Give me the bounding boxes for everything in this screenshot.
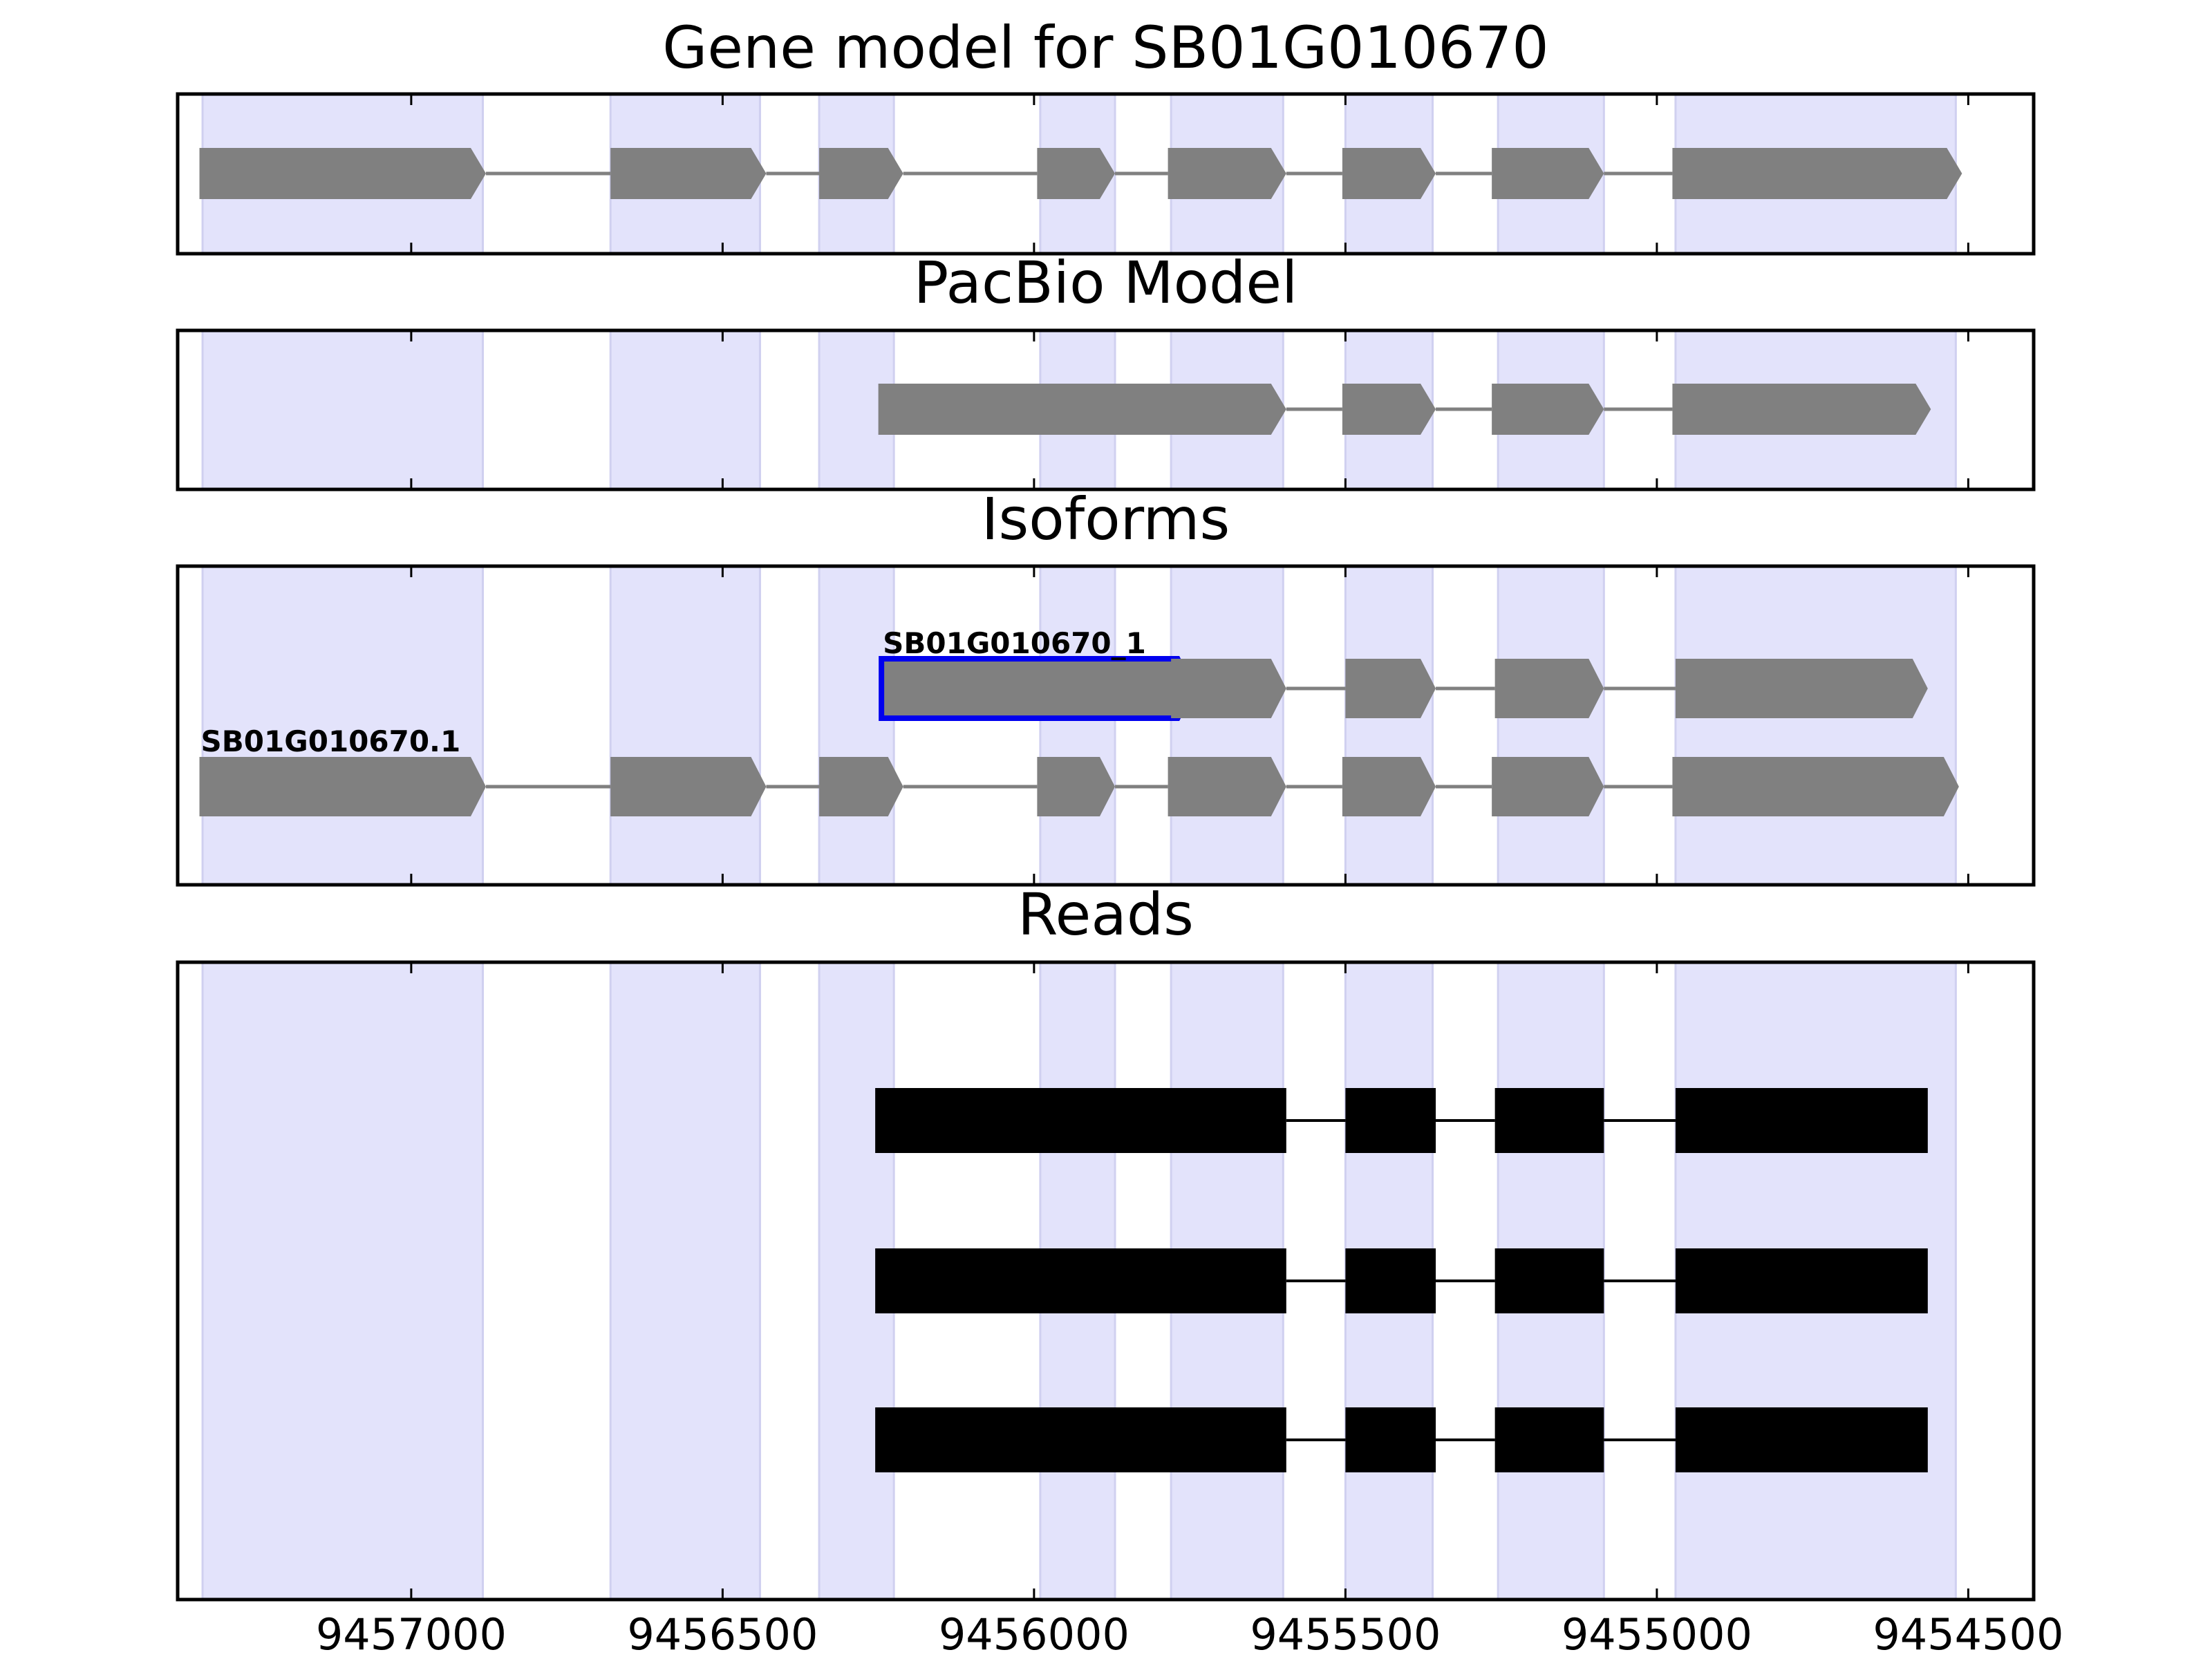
exon-feature xyxy=(878,384,1193,435)
exon-feature xyxy=(1492,384,1604,435)
isoform-label: SB01G010670.1 xyxy=(201,724,461,758)
frame-layer xyxy=(176,92,2036,1602)
x-tick-label: 9454500 xyxy=(1873,1609,2063,1659)
panel-title: Isoforms xyxy=(982,485,1230,553)
exon-feature xyxy=(1675,659,1928,718)
exon-feature xyxy=(1168,757,1286,816)
panel-frame xyxy=(176,960,2036,1602)
highlight-region xyxy=(201,329,484,491)
text-layer: Gene model for SB01G010670 PacBio Model SB… xyxy=(201,14,2064,1659)
read-block xyxy=(1168,1088,1286,1153)
exon-feature xyxy=(610,757,767,816)
panel-frame xyxy=(176,92,2036,256)
exon-feature xyxy=(819,757,903,816)
isoform-label: SB01G010670_1 xyxy=(883,626,1146,660)
selected-exon xyxy=(879,656,1197,721)
read-block xyxy=(1345,1248,1436,1313)
exon-feature xyxy=(1672,757,1959,816)
highlight-layer xyxy=(201,93,1957,1601)
highlight-region xyxy=(609,329,761,491)
panel-frame xyxy=(176,328,2036,491)
panel-frame xyxy=(176,564,2036,887)
x-tick-label: 9455000 xyxy=(1562,1609,1752,1659)
exon-feature xyxy=(1494,659,1604,718)
read-block xyxy=(1675,1088,1928,1153)
exon-feature xyxy=(1492,757,1604,816)
exon-feature xyxy=(1342,384,1436,435)
exon-feature xyxy=(1037,757,1116,816)
exon-feature xyxy=(199,148,486,199)
read-block xyxy=(1345,1407,1436,1472)
highlight-region xyxy=(609,565,761,886)
exon-feature xyxy=(1037,148,1116,199)
read-block xyxy=(1494,1248,1604,1313)
highlight-region xyxy=(201,961,484,1601)
read-block xyxy=(1168,1407,1286,1472)
exon-feature xyxy=(1672,384,1931,435)
highlight-region xyxy=(1497,565,1605,886)
highlight-region xyxy=(1344,565,1434,886)
exon-feature xyxy=(1342,148,1436,199)
read-block xyxy=(875,1088,1190,1153)
highlight-region xyxy=(609,961,761,1601)
x-tick-label: 9456000 xyxy=(939,1609,1130,1659)
highlight-region xyxy=(1170,565,1284,886)
exon-feature xyxy=(1342,757,1436,816)
read-block xyxy=(1675,1407,1928,1472)
exon-feature xyxy=(1171,659,1286,718)
x-tick-label: 9457000 xyxy=(316,1609,507,1659)
panel-title: Gene model for SB01G010670 xyxy=(662,14,1548,82)
read-block xyxy=(875,1248,1190,1313)
highlight-region xyxy=(201,565,484,886)
read-block xyxy=(1494,1088,1604,1153)
exon-feature xyxy=(1492,148,1604,199)
exon-feature xyxy=(1345,659,1436,718)
read-block xyxy=(1494,1407,1604,1472)
exon-feature xyxy=(610,148,767,199)
highlight-region xyxy=(818,961,895,1601)
read-block xyxy=(1345,1088,1436,1153)
highlight-region xyxy=(818,565,895,886)
exon-feature xyxy=(1672,148,1962,199)
exon-feature xyxy=(1168,148,1286,199)
panel-title: Reads xyxy=(1018,881,1194,948)
x-tick-label: 9456500 xyxy=(627,1609,818,1659)
exon-feature xyxy=(1168,384,1286,435)
panel-title: PacBio Model xyxy=(914,249,1298,317)
x-tick-label: 9455500 xyxy=(1250,1609,1441,1659)
read-block xyxy=(875,1407,1190,1472)
exon-feature xyxy=(199,757,486,816)
feature-layer xyxy=(199,148,1962,1472)
highlight-region xyxy=(1039,565,1116,886)
exon-feature xyxy=(819,148,903,199)
highlight-region xyxy=(1674,565,1957,886)
read-block xyxy=(1168,1248,1286,1313)
read-block xyxy=(1675,1248,1928,1313)
